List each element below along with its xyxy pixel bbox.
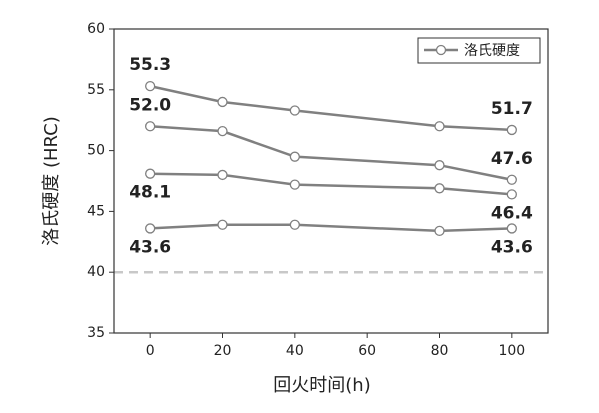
data-label: 48.1 — [129, 183, 171, 203]
data-point — [145, 223, 156, 234]
data-point — [506, 223, 517, 234]
y-tick-label: 55 — [87, 82, 105, 98]
y-tick-label: 50 — [87, 143, 105, 159]
data-point — [217, 219, 228, 230]
data-point — [145, 168, 156, 179]
series-line — [150, 172, 512, 196]
data-point — [289, 105, 300, 116]
legend-label: 洛氏硬度 — [464, 43, 520, 59]
data-label: 51.7 — [491, 99, 533, 119]
data-label: 43.6 — [129, 237, 171, 257]
y-tick-label: 45 — [87, 203, 105, 219]
y-axis-label: 洛氏硬度 (HRC) — [41, 116, 62, 245]
data-point — [145, 121, 156, 132]
legend-marker — [435, 44, 447, 56]
data-point — [145, 81, 156, 92]
data-point — [434, 225, 445, 237]
series-line — [150, 125, 513, 182]
data-label: 47.6 — [491, 149, 533, 169]
data-label: 55.3 — [129, 55, 171, 75]
y-tick-label: 40 — [87, 264, 105, 280]
x-tick-label: 100 — [498, 343, 525, 359]
data-label: 43.6 — [491, 237, 533, 257]
data-point — [217, 169, 228, 181]
data-point — [289, 219, 300, 230]
y-tick-label: 60 — [87, 21, 105, 37]
x-tick-label: 0 — [146, 343, 155, 359]
data-label: 52.0 — [129, 95, 171, 115]
data-point — [217, 96, 228, 108]
y-tick-label: 35 — [87, 325, 105, 341]
data-point — [434, 160, 445, 171]
plot-frame — [113, 28, 549, 334]
data-point — [289, 151, 300, 162]
data-point — [506, 124, 517, 136]
data-point — [506, 189, 517, 200]
x-tick-label: 20 — [214, 343, 232, 359]
x-axis-label: 回火时间(h) — [273, 375, 370, 396]
data-point — [434, 121, 445, 132]
data-point — [217, 125, 228, 137]
data-point — [289, 179, 300, 190]
x-tick-label: 40 — [286, 343, 304, 359]
data-label: 46.4 — [491, 203, 533, 223]
data-point — [506, 174, 517, 185]
data-point — [434, 183, 445, 194]
x-tick-label: 60 — [358, 343, 376, 359]
series-line — [150, 223, 512, 233]
series-line — [149, 84, 512, 132]
x-tick-label: 80 — [431, 343, 449, 359]
